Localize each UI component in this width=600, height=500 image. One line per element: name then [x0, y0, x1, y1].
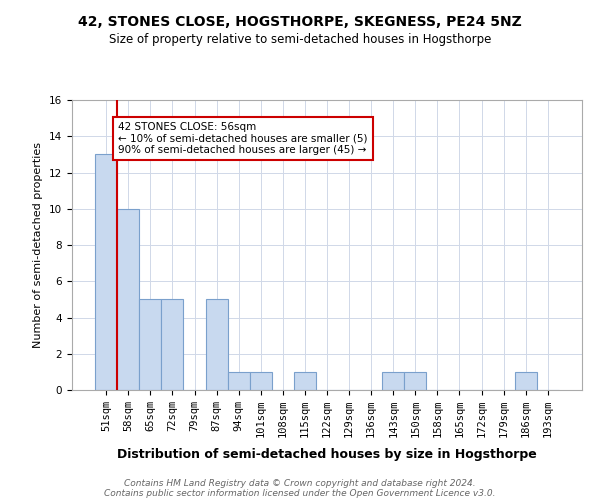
Bar: [227, 372, 250, 390]
Bar: [515, 372, 537, 390]
Bar: [117, 209, 139, 390]
Bar: [404, 372, 427, 390]
Bar: [206, 300, 227, 390]
Bar: [250, 372, 272, 390]
Bar: [161, 300, 184, 390]
Bar: [95, 154, 117, 390]
Text: Size of property relative to semi-detached houses in Hogsthorpe: Size of property relative to semi-detach…: [109, 32, 491, 46]
Bar: [139, 300, 161, 390]
Text: Contains HM Land Registry data © Crown copyright and database right 2024.: Contains HM Land Registry data © Crown c…: [124, 478, 476, 488]
Text: 42, STONES CLOSE, HOGSTHORPE, SKEGNESS, PE24 5NZ: 42, STONES CLOSE, HOGSTHORPE, SKEGNESS, …: [78, 15, 522, 29]
Bar: [294, 372, 316, 390]
Y-axis label: Number of semi-detached properties: Number of semi-detached properties: [34, 142, 43, 348]
Text: 42 STONES CLOSE: 56sqm
← 10% of semi-detached houses are smaller (5)
90% of semi: 42 STONES CLOSE: 56sqm ← 10% of semi-det…: [118, 122, 368, 155]
X-axis label: Distribution of semi-detached houses by size in Hogsthorpe: Distribution of semi-detached houses by …: [117, 448, 537, 462]
Bar: [382, 372, 404, 390]
Text: Contains public sector information licensed under the Open Government Licence v3: Contains public sector information licen…: [104, 488, 496, 498]
